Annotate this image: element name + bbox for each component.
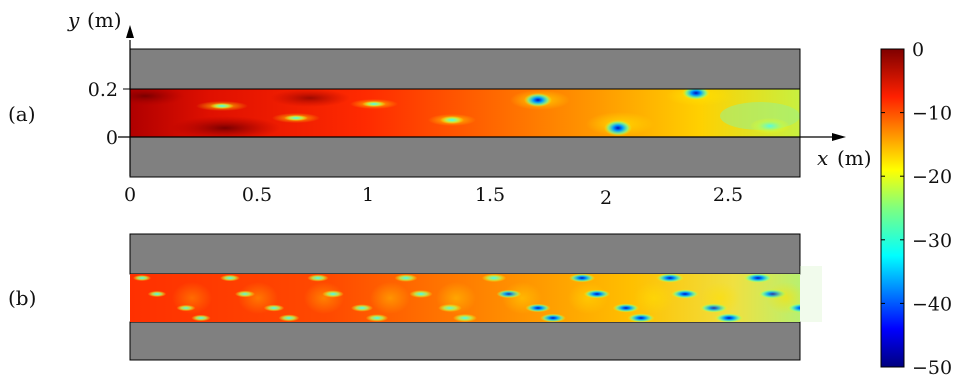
- x-tick-1: 1: [362, 184, 374, 206]
- colorbar-tick-label: 0: [912, 39, 924, 61]
- field-null-spot: [322, 290, 344, 298]
- field-null-spot: [409, 290, 433, 298]
- field-null-spot: [263, 304, 285, 312]
- x-tick-2: 2: [600, 187, 612, 209]
- field-null-spot: [787, 303, 800, 313]
- field-null-spot: [452, 313, 478, 322]
- colorbar-tick-label: −40: [912, 293, 952, 315]
- field-null-spot: [671, 289, 699, 299]
- field-ridge: [370, 282, 410, 314]
- wall-top-a: [129, 48, 801, 90]
- wall-bottom-b: [129, 321, 801, 361]
- y-axis-arrow: [126, 25, 134, 38]
- x-tick-0: 0: [124, 184, 136, 206]
- x-axis-unit: (m): [837, 146, 872, 170]
- field-null-spot: [525, 303, 551, 313]
- field-null-spot: [656, 274, 684, 283]
- x-axis-arrow: [832, 133, 846, 141]
- field-null-spot: [147, 290, 167, 298]
- field-null-spot: [743, 274, 773, 283]
- field-null-spot: [540, 313, 566, 322]
- wall-top-b: [129, 233, 801, 275]
- y-tick-0: 0: [106, 127, 118, 149]
- field-null-spot: [583, 289, 611, 299]
- panel-a: [129, 48, 801, 178]
- field-map-b: [130, 274, 800, 322]
- y-tick-0.2: 0.2: [88, 79, 118, 101]
- colorbar-tick-label: −10: [912, 103, 952, 125]
- field-null-spot: [220, 274, 240, 282]
- field-ridge: [700, 282, 740, 314]
- field-ridge: [436, 282, 476, 314]
- y-axis-unit: (m): [87, 8, 122, 32]
- wall-bottom-a: [129, 136, 801, 178]
- field-null-spot: [394, 274, 418, 282]
- field-null-spot: [714, 313, 744, 322]
- field-ridge: [172, 282, 212, 314]
- x-axis-var: x: [817, 146, 828, 170]
- field-null-spot: [365, 314, 389, 322]
- field-null-spot: [568, 274, 596, 283]
- x-tick-1.5: 1.5: [475, 184, 505, 206]
- colorbar-gradient: [880, 48, 905, 368]
- panel-b: [129, 233, 822, 361]
- x-tick-0.5: 0.5: [242, 184, 272, 206]
- field-map-a: [130, 89, 800, 137]
- field-null-spot: [612, 303, 640, 313]
- colorbar-tick-label: −50: [912, 357, 952, 376]
- colorbar-tick-label: −20: [912, 166, 952, 188]
- colorbar-ticks: 0 −10 −20 −30 −40 −50: [881, 39, 952, 376]
- y-axis-var: y: [67, 8, 80, 32]
- field-null-spot: [481, 274, 507, 283]
- x-tick-2.5: 2.5: [713, 184, 743, 206]
- field-null-spot: [278, 314, 300, 322]
- field-ridge: [304, 282, 344, 314]
- field-ridge: [634, 282, 674, 314]
- panel-b-label: (b): [8, 286, 36, 310]
- colorbar-tick-label: −30: [912, 230, 952, 252]
- field-null-spot: [350, 304, 374, 312]
- colorbar: 0 −10 −20 −30 −40 −50: [880, 39, 952, 376]
- axes: y (m) x (m) 0.2 0 0 0.5 1 1.5 2 2.5: [67, 8, 872, 209]
- field-null-spot: [307, 274, 329, 282]
- field-null-spot: [191, 314, 211, 322]
- field-null-spot: [132, 274, 152, 282]
- field-null-spot: [627, 313, 655, 322]
- panel-a-label: (a): [8, 102, 36, 126]
